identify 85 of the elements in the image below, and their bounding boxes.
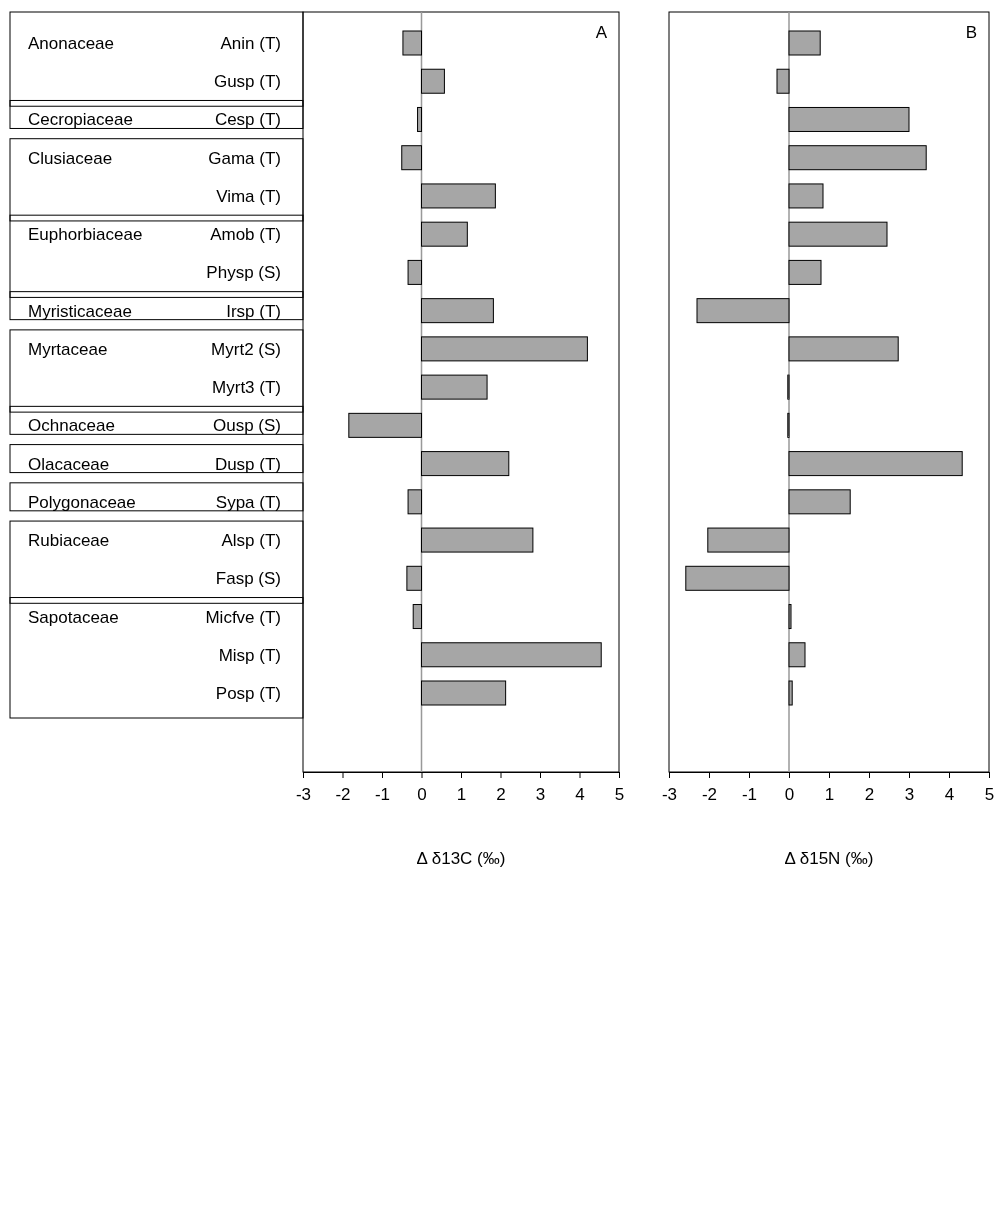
bar [421,451,510,477]
bar [788,145,927,171]
x-tick-label: -1 [741,784,758,804]
x-tick-label: 4 [575,784,585,804]
x-tick-label: 1 [456,784,467,804]
y-tick-label: Fasp (S) [215,569,281,589]
y-tick-label: Anin (T) [220,34,281,53]
bar [406,565,422,591]
chart-title: B [965,23,977,42]
y-tick-label: Amob (T) [210,225,281,245]
y-tick-label: Sypa (T) [215,492,281,512]
bar [348,412,422,438]
y-tick-label: Micfve (T) [205,607,281,627]
y-tick-label: Ousp (S) [212,416,281,436]
x-tick-label: -2 [701,784,718,804]
y-tick-label: Gama (T) [208,148,281,168]
x-tick-label: 2 [864,784,875,804]
text: Olacaceae [28,454,110,474]
bar [421,527,534,553]
y-tick-label: Myrt3 (T) [212,378,281,398]
bar [696,298,790,324]
bar [788,221,888,247]
x-tick-label: 5 [614,784,625,804]
bar [788,183,824,209]
y-tick-label: Irsp (T) [226,301,281,321]
y-tick-label: Gusp (T) [213,72,281,92]
text: Ochnaceae [28,416,115,436]
bar [788,642,806,668]
bar [788,259,822,285]
y-tick-label: Physp (S) [206,263,281,283]
bar [685,565,790,591]
x-tick-label: 2 [496,784,506,804]
text: Clusiaceae [28,148,113,168]
bar [788,106,910,132]
chart-title: A [595,23,608,42]
y-tick-label: Myrt2 (S) [211,339,281,359]
bar [421,374,488,400]
y-tick-label: Posp (T) [215,684,281,703]
y-tick-label: Alsp (T) [221,531,281,551]
bar [412,604,422,630]
bar [421,680,507,706]
bar [402,30,422,56]
text: Euphorbiaceae [28,225,143,245]
bar [407,259,422,285]
bar [421,336,588,362]
x-tick-label: 0 [417,784,427,804]
bar [707,527,790,553]
text: Polygonaceae [28,492,136,512]
x-tick-label: 0 [784,784,795,804]
bar [788,30,821,56]
text: Cecropiaceae [28,110,133,130]
bar [421,221,468,247]
x-tick-label: -2 [335,784,351,804]
bar [788,336,899,362]
bar [788,680,793,706]
y-tick-label: Dusp (T) [214,454,281,474]
x-axis-title: Δ δ15N (‰) [784,849,874,868]
x-axis-title: Δ δ13C (‰) [416,849,506,868]
y-tick-label: Cesp (T) [214,110,281,130]
bar [421,68,445,94]
bar [421,183,496,209]
text: Rubiaceae [28,531,110,551]
x-tick-label: 5 [984,784,995,804]
text: Sapotaceae [28,607,119,627]
bar [788,489,851,515]
x-tick-label: -1 [374,784,391,804]
y-tick-label: Vima (T) [216,186,281,206]
bar [421,298,494,324]
text: Anonaceae [28,34,115,53]
x-tick-label: 3 [535,784,546,804]
bar [417,106,422,132]
x-tick-label: -3 [295,784,312,804]
y-tick-label: Misp (T) [218,645,281,665]
x-tick-label: 1 [824,784,835,804]
x-tick-label: -3 [661,784,678,804]
x-tick-label: 3 [904,784,915,804]
x-tick-label: 4 [944,784,955,804]
bar [776,68,790,94]
bar [788,604,792,630]
bar [407,489,422,515]
bar [401,145,422,171]
bar [421,642,602,668]
text: Myrtaceae [28,339,108,359]
bar [788,451,963,477]
text: Myristicaceae [28,301,132,321]
